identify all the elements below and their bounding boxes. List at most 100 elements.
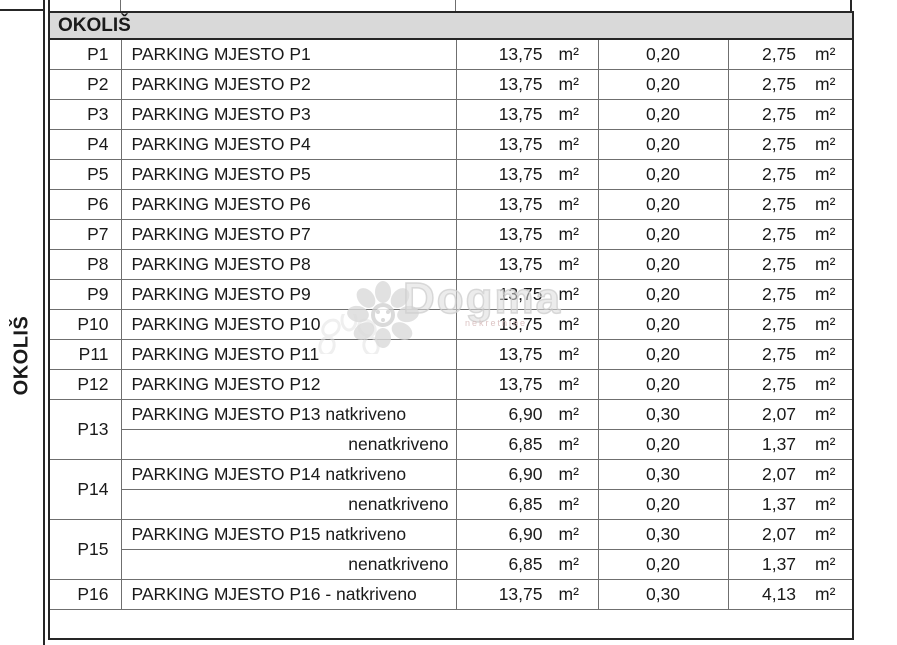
result-flex: 2,75 m² <box>729 193 852 215</box>
description-cell: PARKING MJESTO P5 <box>120 158 457 190</box>
result-flex: 2,07 m² <box>729 523 852 545</box>
description-cell: PARKING MJESTO P7 <box>120 218 457 250</box>
area-cell: 6,90 m² <box>455 518 599 550</box>
area-unit: m² <box>558 43 579 64</box>
area-unit: m² <box>558 493 579 514</box>
table-row: nenatkriveno 6,85 m² 0,20 1,37 m² <box>49 488 854 520</box>
result-flex: 1,37 m² <box>729 433 852 455</box>
area-value: 13,75 <box>498 253 543 274</box>
result-cell: 2,75 m² <box>727 158 854 190</box>
parking-id-cell: P10 <box>48 308 122 340</box>
result-value: 2,75 <box>761 343 797 364</box>
parking-id-cell: P14 <box>48 458 122 520</box>
result-value: 2,07 <box>761 523 797 544</box>
result-unit: m² <box>815 283 836 304</box>
result-flex: 2,07 m² <box>729 464 852 485</box>
result-value: 2,75 <box>761 313 797 334</box>
area-unit: m² <box>558 403 579 424</box>
area-value: 13,75 <box>498 73 543 94</box>
table-row: P7 PARKING MJESTO P7 13,75 m² 0,20 2,75 m² <box>48 218 854 250</box>
description-cell: PARKING MJESTO P15 natkriveno <box>120 518 457 550</box>
parking-id-cell: P3 <box>48 98 122 130</box>
area-flex: 13,75 m² <box>457 253 597 275</box>
result-cell: 2,75 m² <box>727 368 854 400</box>
parking-id-cell: P12 <box>48 368 122 400</box>
result-flex: 2,75 m² <box>729 374 852 395</box>
parking-id-cell: P8 <box>48 248 122 280</box>
result-cell: 2,07 m² <box>727 458 854 490</box>
coefficient-cell: 0,20 <box>597 128 729 160</box>
result-cell: 2,75 m² <box>727 218 854 250</box>
result-value: 2,75 <box>761 163 797 184</box>
area-unit: m² <box>558 223 579 244</box>
coefficient-cell: 0,30 <box>597 398 729 430</box>
area-unit: m² <box>558 133 579 154</box>
table-row: nenatkriveno 6,85 m² 0,20 1,37 m² <box>49 428 854 460</box>
coefficient-cell: 0,20 <box>597 308 729 340</box>
result-flex: 2,75 m² <box>729 343 852 365</box>
area-unit: m² <box>558 553 579 574</box>
result-cell: 2,75 m² <box>727 98 854 130</box>
area-flex: 13,75 m² <box>457 223 597 245</box>
area-flex: 13,75 m² <box>457 73 597 95</box>
area-flex: 13,75 m² <box>457 194 597 215</box>
result-flex: 2,75 m² <box>729 313 852 335</box>
result-cell: 4,13 m² <box>727 578 854 610</box>
area-flex: 6,85 m² <box>457 553 597 575</box>
result-value: 4,13 <box>761 583 797 604</box>
area-flex: 6,85 m² <box>457 434 597 455</box>
description-cell: PARKING MJESTO P9 <box>120 278 457 310</box>
result-unit: m² <box>815 433 836 454</box>
result-flex: 4,13 m² <box>729 583 852 605</box>
result-flex: 2,75 m² <box>729 283 852 305</box>
area-value: 13,75 <box>498 373 543 394</box>
section-header-row: OKOLIŠ <box>47 11 855 40</box>
result-cell: 2,75 m² <box>727 248 854 280</box>
table-right-edge-remnant <box>850 0 852 11</box>
result-unit: m² <box>815 133 836 154</box>
description-cell: nenatkriveno <box>120 488 457 520</box>
result-flex: 2,07 m² <box>729 403 852 425</box>
description-cell: PARKING MJESTO P14 natkriveno <box>120 458 457 490</box>
result-unit: m² <box>815 193 836 214</box>
area-flex: 13,75 m² <box>457 313 597 335</box>
area-flex: 13,75 m² <box>457 344 597 365</box>
area-cell: 13,75 m² <box>455 338 599 370</box>
area-value: 6,85 <box>508 493 543 514</box>
parking-table-wrap: OKOLIŠ P1 PARKING MJESTO P1 13,75 m² 0,20 2,7… <box>47 11 855 640</box>
result-cell: 2,75 m² <box>727 338 854 370</box>
area-unit: m² <box>558 253 579 274</box>
area-unit: m² <box>558 463 579 484</box>
area-flex: 6,85 m² <box>457 493 597 515</box>
result-cell: 1,37 m² <box>727 548 854 580</box>
result-cell: 2,07 m² <box>727 398 854 430</box>
parking-id-cell: P7 <box>48 218 122 250</box>
result-cell: 2,75 m² <box>727 308 854 340</box>
table-body: P1 PARKING MJESTO P1 13,75 m² 0,20 2,75 m² P2 PA… <box>47 38 855 640</box>
area-column-divider-remnant <box>455 0 456 11</box>
parking-table: OKOLIŠ P1 PARKING MJESTO P1 13,75 m² 0,20 2,7… <box>47 11 855 640</box>
area-cell: 13,75 m² <box>455 68 599 100</box>
result-unit: m² <box>815 163 836 184</box>
result-flex: 2,75 m² <box>729 133 852 155</box>
result-cell: 2,07 m² <box>727 518 854 550</box>
result-value: 2,75 <box>761 73 797 94</box>
area-flex: 6,90 m² <box>457 524 597 545</box>
description-cell: PARKING MJESTO P12 <box>120 368 457 400</box>
result-unit: m² <box>815 403 836 424</box>
coefficient-cell: 0,20 <box>597 338 729 370</box>
result-unit: m² <box>815 43 836 64</box>
area-cell: 13,75 m² <box>455 188 599 220</box>
result-unit: m² <box>815 553 836 574</box>
area-cell: 13,75 m² <box>455 38 599 70</box>
area-flex: 13,75 m² <box>457 164 597 185</box>
area-value: 13,75 <box>498 223 543 244</box>
area-value: 6,85 <box>508 553 543 574</box>
result-unit: m² <box>815 493 836 514</box>
description-cell: PARKING MJESTO P16 - natkriveno <box>120 578 457 610</box>
description-cell: PARKING MJESTO P2 <box>120 68 457 100</box>
result-cell: 2,75 m² <box>727 188 854 220</box>
result-value: 1,37 <box>761 553 797 574</box>
result-value: 2,75 <box>761 223 797 244</box>
area-unit: m² <box>558 313 579 334</box>
